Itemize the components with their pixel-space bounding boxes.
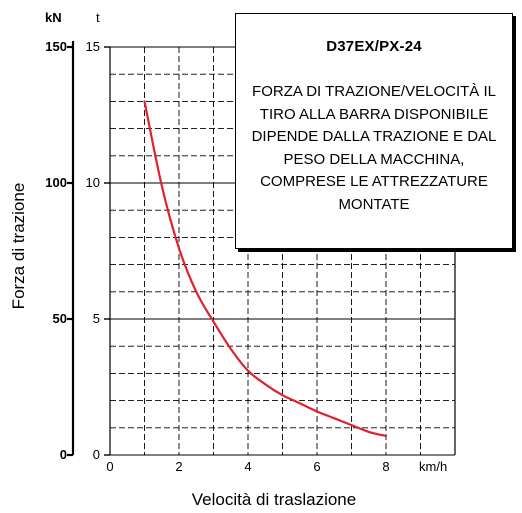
note-title: D37EX/PX-24 [326,38,422,55]
x-tick-label: 6 [313,459,320,474]
info-note-box: D37EX/PX-24 FORZA DI TRAZIONE/VELOCITÀ I… [235,13,513,249]
y-tick-label-kn: 50 [53,311,67,326]
x-axis-title: Velocità di traslazione [192,490,356,509]
y-tick-label-t: 15 [86,39,100,54]
x-tick-label: 2 [175,459,182,474]
y-tick-label-kn: 0 [60,447,67,462]
x-tick-label: 8 [382,459,389,474]
axes [67,41,110,457]
y-tick-label-kn: 100 [45,175,67,190]
series-line-traction-force [143,100,388,438]
y-tick-label-kn: 150 [45,39,67,54]
y-tick-label-t: 5 [93,311,100,326]
y-unit-t-label: t [96,10,100,25]
y-axis-title: Forza di trazione [9,183,28,310]
y-tick-label-t: 10 [86,175,100,190]
series-layer [143,100,388,438]
note-text: FORZA DI TRAZIONE/VELOCITÀ IL TIRO ALLA … [251,83,497,213]
y-unit-kn-label: kN [45,10,62,25]
x-unit-label: km/h [419,459,447,474]
y-tick-label-t: 0 [93,447,100,462]
x-tick-label: 4 [244,459,251,474]
x-tick-label: 0 [106,459,113,474]
